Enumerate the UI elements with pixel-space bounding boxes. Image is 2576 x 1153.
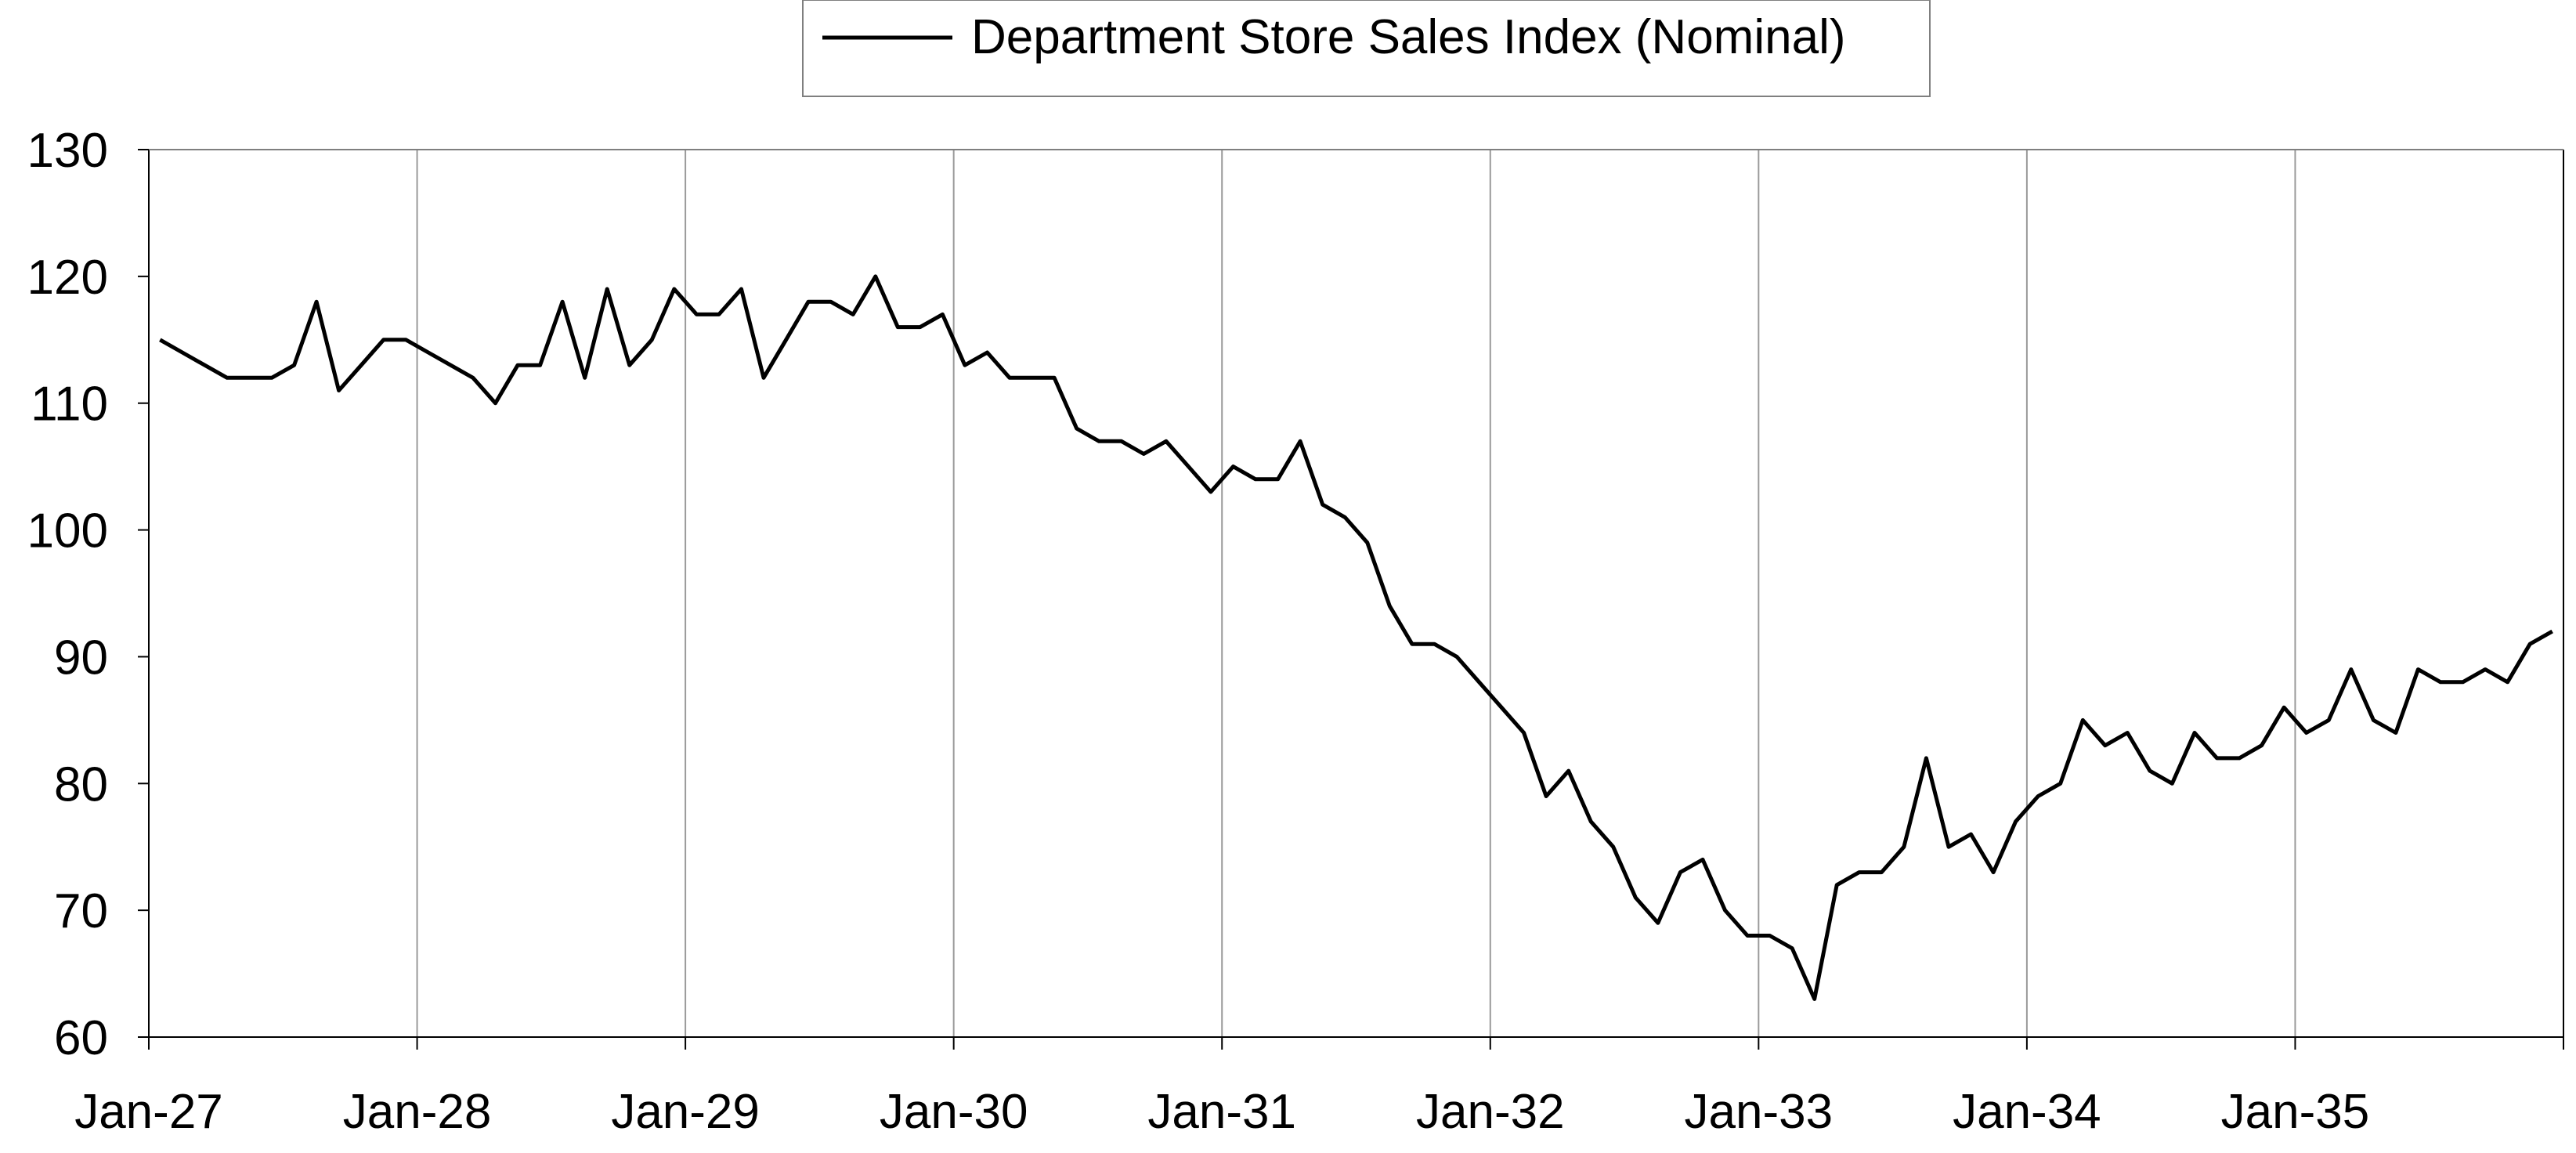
- y-tick-label: 120: [27, 251, 108, 305]
- axes: [148, 149, 2563, 1050]
- legend: Department Store Sales Index (Nominal): [802, 0, 1931, 97]
- y-axis-tick-labels: 60 70 80 90 100 110 120 130: [27, 124, 149, 1065]
- x-tick-label: Jan-34: [1953, 1085, 2101, 1139]
- x-tick-label: Jan-29: [611, 1085, 760, 1139]
- x-tick-label: Jan-35: [2221, 1085, 2370, 1139]
- y-tick-label: 110: [31, 378, 108, 432]
- y-tick-label: 130: [27, 124, 108, 178]
- series-group: [159, 274, 2553, 1001]
- legend-box: [802, 0, 1931, 97]
- gridlines: [416, 150, 2564, 1037]
- x-tick-label: Jan-27: [74, 1085, 223, 1139]
- x-tick-label: Jan-31: [1147, 1085, 1296, 1139]
- x-tick-label: Jan-30: [880, 1085, 1028, 1139]
- x-tick-label: Jan-28: [343, 1085, 492, 1139]
- y-tick-label: 100: [27, 504, 108, 558]
- y-tick-label: 90: [54, 631, 108, 685]
- x-tick-label: Jan-33: [1685, 1085, 1834, 1139]
- series-line-department-store-sales: [159, 274, 2553, 1001]
- y-tick-label: 70: [54, 884, 108, 938]
- y-tick-label: 80: [54, 757, 108, 811]
- y-tick-label: 60: [54, 1011, 108, 1065]
- x-axis-tick-labels: Jan-27 Jan-28 Jan-29 Jan-30 Jan-31 Jan-32 Jan-…: [74, 1037, 2564, 1139]
- legend-label: Department Store Sales Index (Nominal): [971, 10, 1845, 64]
- x-tick-label: Jan-32: [1416, 1085, 1565, 1139]
